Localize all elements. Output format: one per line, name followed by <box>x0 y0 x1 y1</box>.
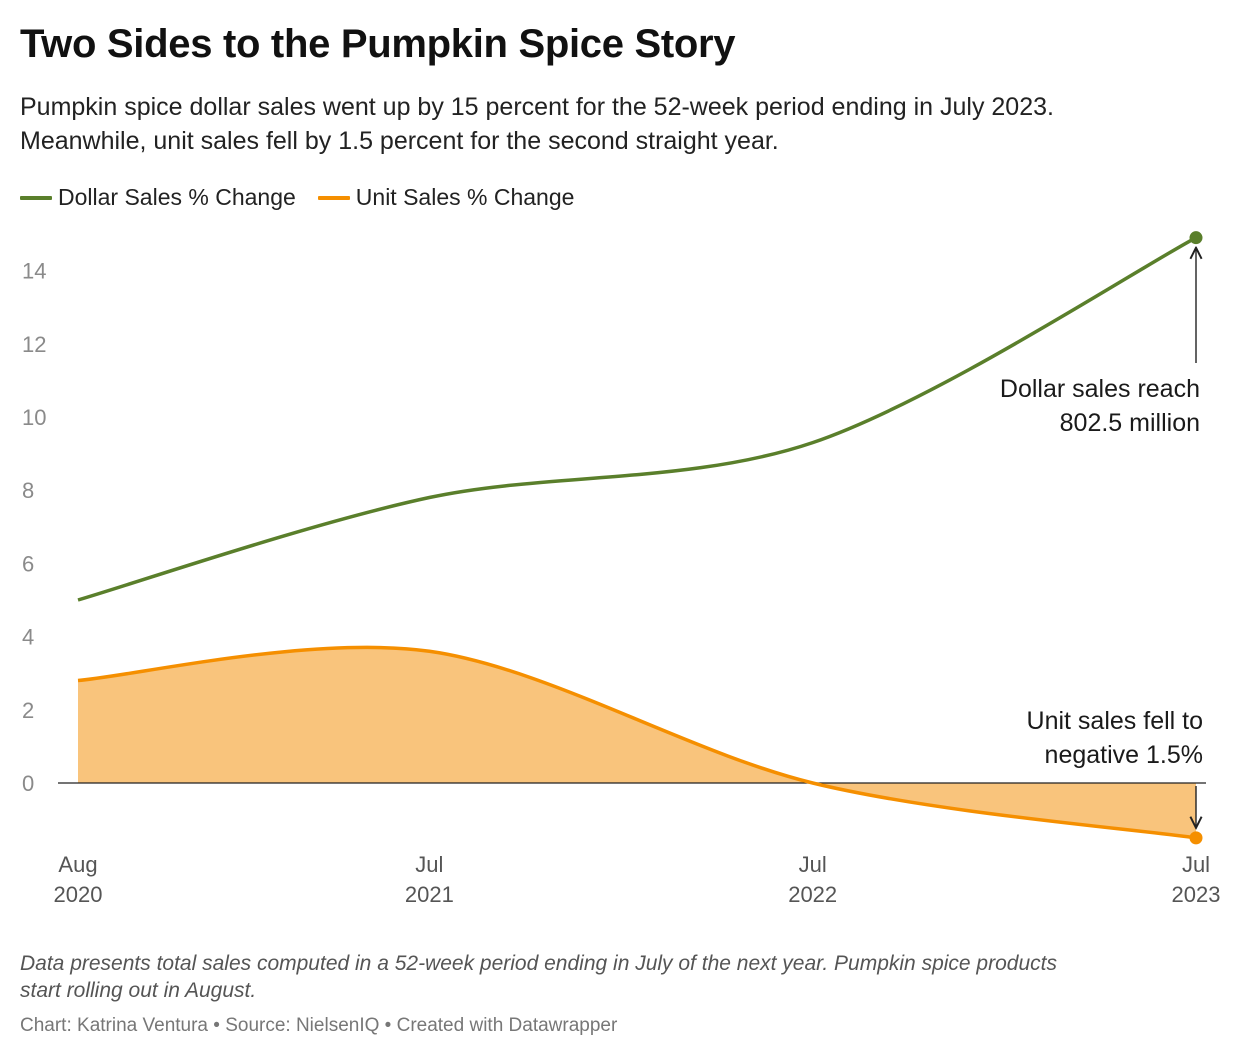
x-axis: Aug 2020 Jul 2021 Jul 2022 Jul 2023 <box>54 852 1221 907</box>
x-tick-year: 2020 <box>54 882 103 907</box>
y-tick-label: 0 <box>22 771 34 796</box>
chart-note: Data presents total sales computed in a … <box>20 950 1220 1004</box>
chart-annotations: Dollar sales reach 802.5 million Unit sale… <box>1000 248 1203 828</box>
legend-label-dollar: Dollar Sales % Change <box>58 184 296 210</box>
unit-sales-area <box>78 647 1196 838</box>
y-tick-label: 2 <box>22 698 34 723</box>
dollar-annotation-line-2: 802.5 million <box>1060 409 1200 437</box>
x-tick: Jul 2023 <box>1172 852 1221 907</box>
y-axis: 0 2 4 6 8 10 12 14 <box>22 259 46 796</box>
x-tick: Jul 2021 <box>405 852 454 907</box>
unit-endpoint <box>1189 831 1203 845</box>
x-tick-month: Jul <box>799 852 827 877</box>
legend-swatch-dollar <box>20 195 52 200</box>
x-tick-month: Jul <box>1182 852 1210 877</box>
subtitle-line-1: Pumpkin spice dollar sales went up by 15… <box>20 93 1054 121</box>
x-tick: Aug 2020 <box>54 852 103 907</box>
x-tick-year: 2023 <box>1172 882 1221 907</box>
legend-label-unit: Unit Sales % Change <box>355 184 575 210</box>
x-tick: Jul 2022 <box>788 852 837 907</box>
y-tick-label: 6 <box>22 551 34 576</box>
y-tick-label: 8 <box>22 478 34 503</box>
note-line-1: Data presents total sales computed in a … <box>20 952 1057 975</box>
dollar-endpoint <box>1189 231 1203 245</box>
y-tick-label: 12 <box>22 332 46 357</box>
unit-annotation-line-1: Unit sales fell to <box>1027 707 1203 735</box>
subtitle-line-2: Meanwhile, unit sales fell by 1.5 percen… <box>20 127 779 155</box>
note-line-2: start rolling out in August. <box>20 979 257 1002</box>
y-tick-label: 14 <box>22 259 46 284</box>
legend-swatch-unit <box>317 195 350 200</box>
x-tick-year: 2022 <box>788 882 837 907</box>
unit-sales-line <box>77 645 1197 840</box>
chart-credit: Chart: Katrina Ventura • Source: Nielsen… <box>20 1015 618 1036</box>
legend-item-dollar: Dollar Sales % Change <box>20 184 296 211</box>
chart-subtitle: Pumpkin spice dollar sales went up by 15… <box>20 90 1220 158</box>
chart-title: Two Sides to the Pumpkin Spice Story <box>20 22 736 66</box>
legend-item-unit: Unit Sales % Change <box>317 184 575 211</box>
x-tick-month: Aug <box>58 852 97 877</box>
y-tick-label: 10 <box>22 405 46 430</box>
series-endpoints <box>1189 231 1203 845</box>
y-tick-label: 4 <box>22 625 34 650</box>
dollar-annotation-line-1: Dollar sales reach <box>1000 375 1200 403</box>
chart-canvas: 0 2 4 6 8 10 12 14 Aug 2020 Jul 2021 Jul 2022 Jul 2023… <box>22 231 1221 907</box>
unit-annotation-line-2: negative 1.5% <box>1045 741 1203 769</box>
chart-legend: Dollar Sales % Change Unit Sales % Chang… <box>20 184 574 211</box>
x-tick-year: 2021 <box>405 882 454 907</box>
x-tick-month: Jul <box>415 852 443 877</box>
dollar-sales-line <box>77 236 1197 602</box>
